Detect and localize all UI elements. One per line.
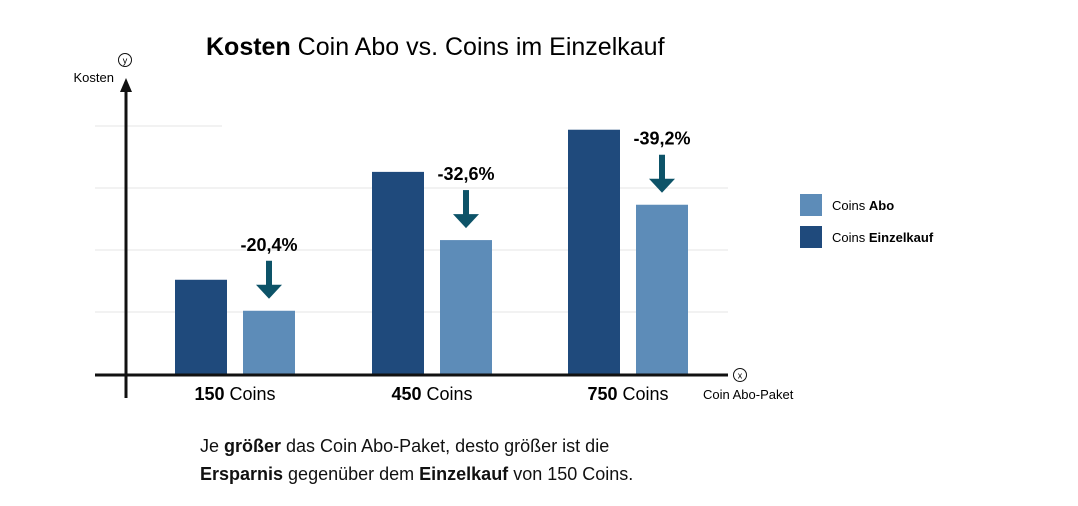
y-marker: y: [123, 56, 128, 66]
x-axis-label: Coin Abo-Paket: [703, 387, 794, 402]
bar-einzelkauf: [175, 279, 227, 374]
x-tick-label: 150 Coins: [194, 384, 275, 404]
y-axis-label: Kosten: [74, 70, 114, 85]
legend-bold: Abo: [869, 198, 894, 213]
x-tick-rest: Coins: [225, 384, 276, 404]
savings-label: -20,4%: [240, 235, 297, 255]
bar-einzelkauf: [568, 129, 620, 374]
savings-label: -32,6%: [437, 164, 494, 184]
down-arrow-icon: [266, 260, 272, 287]
legend-plain: Coins: [832, 198, 869, 213]
bar-abo: [243, 310, 295, 374]
caption: Je größer das Coin Abo-Paket, desto größ…: [200, 436, 634, 484]
x-tick-label: 750 Coins: [587, 384, 668, 404]
x-tick-rest: Coins: [422, 384, 473, 404]
bar-abo: [440, 240, 492, 374]
y-axis-arrow-icon: [120, 78, 132, 92]
x-tick-bold: 150: [194, 384, 224, 404]
savings-label: -39,2%: [633, 129, 690, 149]
y-marker-circle-icon: [118, 53, 132, 67]
down-arrow-icon: [453, 214, 479, 229]
legend-swatch: [800, 194, 822, 216]
legend-bold: Einzelkauf: [869, 230, 934, 245]
x-tick-bold: 450: [391, 384, 421, 404]
x-tick-bold: 750: [587, 384, 617, 404]
bar-einzelkauf: [372, 171, 424, 374]
x-tick-label: 450 Coins: [391, 384, 472, 404]
down-arrow-icon: [649, 178, 675, 193]
legend-plain: Coins: [832, 230, 869, 245]
chart-title: Kosten Coin Abo vs. Coins im Einzelkauf: [206, 33, 665, 61]
down-arrow-icon: [659, 154, 665, 181]
legend-label: Coins Einzelkauf: [832, 230, 934, 245]
down-arrow-icon: [463, 190, 469, 217]
bar-abo: [636, 204, 688, 374]
down-arrow-icon: [256, 284, 282, 299]
legend-swatch: [800, 226, 822, 248]
x-marker: x: [738, 371, 743, 381]
x-tick-rest: Coins: [618, 384, 669, 404]
legend-label: Coins Abo: [832, 198, 894, 213]
x-marker-circle-icon: [733, 368, 747, 382]
